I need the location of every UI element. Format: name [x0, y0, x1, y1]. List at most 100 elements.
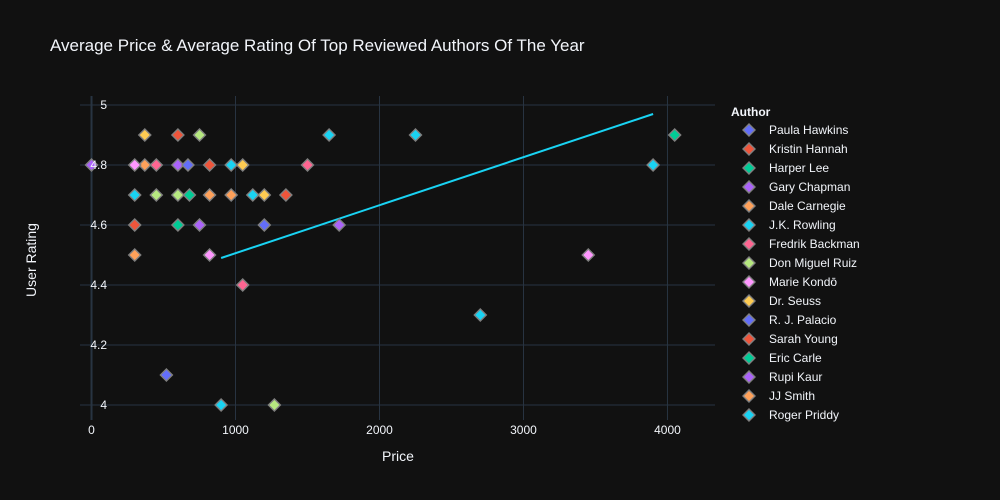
legend-item[interactable]: Fredrik Backman: [742, 237, 860, 251]
data-point[interactable]: [127, 248, 142, 262]
data-point[interactable]: [137, 128, 152, 142]
legend: Author Paula Hawkins Kristin Hannah Harper…: [731, 105, 860, 422]
legend-item[interactable]: Don Miguel Ruiz: [742, 256, 857, 270]
data-point[interactable]: [137, 158, 152, 172]
data-point[interactable]: [224, 188, 239, 202]
data-point[interactable]: [181, 158, 195, 172]
chart-title: Average Price & Average Rating Of Top Re…: [50, 36, 585, 55]
legend-item[interactable]: J.K. Rowling: [742, 218, 836, 232]
legend-marker: [742, 256, 756, 270]
data-point[interactable]: [257, 188, 272, 202]
trendline: [220, 113, 654, 259]
legend-marker: [742, 237, 756, 251]
legend-marker: [742, 180, 756, 194]
data-point[interactable]: [149, 158, 164, 172]
legend-label: Dale Carnegie: [769, 199, 846, 213]
legend-item[interactable]: Roger Priddy: [742, 408, 839, 422]
data-point[interactable]: [300, 158, 315, 172]
legend-marker: [742, 351, 756, 365]
legend-label: Sarah Young: [769, 332, 838, 346]
data-point[interactable]: [127, 218, 142, 232]
data-point[interactable]: [245, 188, 260, 202]
data-point[interactable]: [170, 188, 185, 202]
legend-item[interactable]: Dale Carnegie: [742, 199, 846, 213]
legend-marker: [742, 408, 756, 422]
data-point[interactable]: [667, 128, 682, 142]
data-point[interactable]: [202, 188, 217, 202]
legend-title: Author: [731, 105, 771, 119]
x-axis-title: Price: [382, 448, 414, 464]
legend-item[interactable]: Eric Carle: [742, 351, 822, 365]
legend-marker: [742, 275, 756, 289]
data-point[interactable]: [192, 218, 207, 232]
legend-label: R. J. Palacio: [769, 313, 837, 327]
legend-label: Gary Chapman: [769, 180, 850, 194]
x-tick-label: 4000: [654, 423, 681, 437]
legend-label: Dr. Seuss: [769, 294, 821, 308]
legend-label: Fredrik Backman: [769, 237, 860, 251]
legend-marker: [742, 123, 756, 137]
y-tick-label: 4.8: [90, 158, 107, 172]
y-tick-label: 4: [100, 398, 107, 412]
data-point[interactable]: [224, 158, 239, 172]
data-point[interactable]: [235, 278, 250, 292]
data-point[interactable]: [127, 158, 142, 172]
legend-item[interactable]: Paula Hawkins: [742, 123, 848, 137]
grid-layer: [80, 96, 715, 420]
legend-item[interactable]: Rupi Kaur: [742, 370, 822, 384]
legend-label: Kristin Hannah: [769, 142, 848, 156]
y-tick-label: 4.6: [90, 218, 107, 232]
x-tick-label: 1000: [222, 423, 249, 437]
data-point[interactable]: [170, 128, 185, 142]
data-point[interactable]: [84, 158, 99, 172]
x-tick-label: 3000: [510, 423, 537, 437]
data-point[interactable]: [646, 158, 661, 172]
legend-item[interactable]: Dr. Seuss: [742, 294, 821, 308]
legend-marker: [742, 370, 756, 384]
data-point[interactable]: [267, 398, 282, 412]
legend-label: Don Miguel Ruiz: [769, 256, 857, 270]
legend-marker: [742, 389, 756, 403]
legend-item[interactable]: Harper Lee: [742, 161, 829, 175]
data-point[interactable]: [235, 158, 250, 172]
data-point[interactable]: [257, 218, 272, 232]
legend-label: Eric Carle: [769, 351, 822, 365]
legend-label: Harper Lee: [769, 161, 829, 175]
legend-item[interactable]: Marie Kondō: [742, 275, 837, 289]
y-axis-title: User Rating: [23, 223, 39, 297]
legend-label: JJ Smith: [769, 389, 815, 403]
data-point[interactable]: [170, 218, 185, 232]
data-point[interactable]: [278, 188, 293, 202]
data-point[interactable]: [182, 188, 197, 202]
data-point[interactable]: [170, 158, 185, 172]
legend-item[interactable]: Gary Chapman: [742, 180, 850, 194]
data-point[interactable]: [202, 158, 217, 172]
legend-item[interactable]: Kristin Hannah: [742, 142, 848, 156]
data-point[interactable]: [214, 398, 229, 412]
trendline-layer: [220, 113, 654, 259]
legend-label: Rupi Kaur: [769, 370, 822, 384]
x-tick-label: 2000: [366, 423, 393, 437]
data-point[interactable]: [127, 188, 142, 202]
legend-marker: [742, 313, 756, 327]
data-point[interactable]: [192, 128, 207, 142]
data-point[interactable]: [202, 248, 217, 262]
data-point[interactable]: [149, 188, 164, 202]
data-point[interactable]: [332, 218, 347, 232]
data-point[interactable]: [408, 128, 423, 142]
x-tick-labels: 0 1000 2000 3000 4000: [88, 423, 681, 437]
data-point[interactable]: [322, 128, 337, 142]
data-point[interactable]: [473, 308, 488, 322]
legend-item[interactable]: JJ Smith: [742, 389, 815, 403]
data-point[interactable]: [159, 368, 174, 382]
data-point[interactable]: [581, 248, 596, 262]
legend-item[interactable]: Sarah Young: [742, 332, 838, 346]
legend-marker: [742, 142, 756, 156]
legend-label: Paula Hawkins: [769, 123, 848, 137]
x-tick-label: 0: [88, 423, 95, 437]
y-tick-label: 4.2: [90, 338, 107, 352]
legend-item[interactable]: R. J. Palacio: [742, 313, 837, 327]
y-tick-label: 4.4: [90, 278, 107, 292]
